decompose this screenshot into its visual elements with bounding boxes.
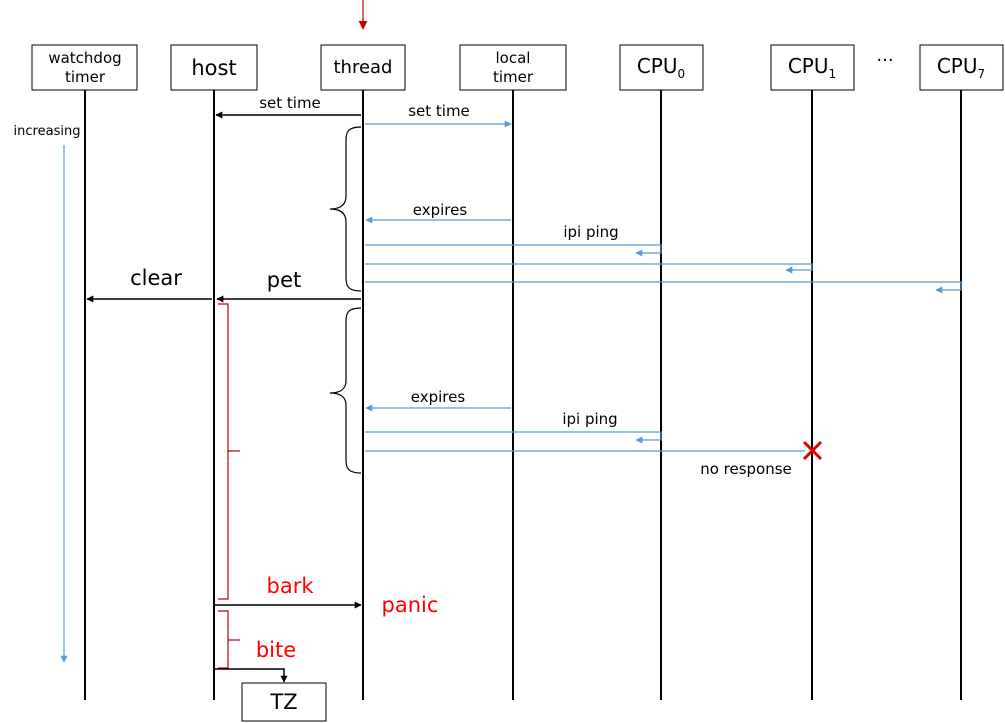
label-pet: pet [267,268,301,292]
label-ipi-ping-2: ipi ping [562,410,617,428]
label-no-response: no response [700,460,792,478]
participant-thread: thread [320,44,406,91]
time-axis-label: increasing [14,124,81,139]
participant-watchdog-timer: watchdog timer [31,44,138,91]
cpu0-label: CPU0 [637,54,685,81]
label-panic: panic [382,593,439,617]
label-bite: bite [256,638,296,662]
label-set-time-local: set time [408,102,470,120]
tz-label: TZ [269,690,297,714]
bracket-bite-window [218,610,240,669]
ping-cpu7-1 [365,281,962,294]
brace-cycle-1 [329,126,362,292]
ping-cpu0-1 [365,244,662,257]
participant-local-timer: local timer [459,44,567,91]
label-bark: bark [267,574,315,598]
failure-x-icon [802,440,823,461]
local-timer-label-line1: local [496,49,531,67]
participant-cpu1: CPU1 [770,44,855,91]
participant-tz: TZ [241,682,327,722]
cpu7-label: CPU7 [937,54,985,81]
thread-label: thread [333,57,392,78]
participant-host: host [170,44,258,91]
ellipsis: ··· [876,50,893,71]
label-expires-1: expires [413,201,468,219]
host-label: host [191,56,236,80]
cpu1-label: CPU1 [788,54,836,81]
watchdog-label-line2: timer [65,68,106,86]
label-clear: clear [130,266,182,290]
bracket-bark-window [218,303,240,600]
label-ipi-ping-1: ipi ping [563,223,618,241]
label-set-time-host: set time [259,94,321,112]
ping-cpu0-2 [365,431,662,444]
label-expires-2: expires [411,388,466,406]
participant-cpu0: CPU0 [619,44,704,91]
brace-cycle-2 [329,307,362,474]
arrow-bite-tz [214,668,288,683]
watchdog-label-line1: watchdog [48,49,121,67]
local-timer-label-line2: timer [493,68,534,86]
ping-cpu1-1 [365,263,813,274]
participant-cpu7: CPU7 [919,44,1004,91]
